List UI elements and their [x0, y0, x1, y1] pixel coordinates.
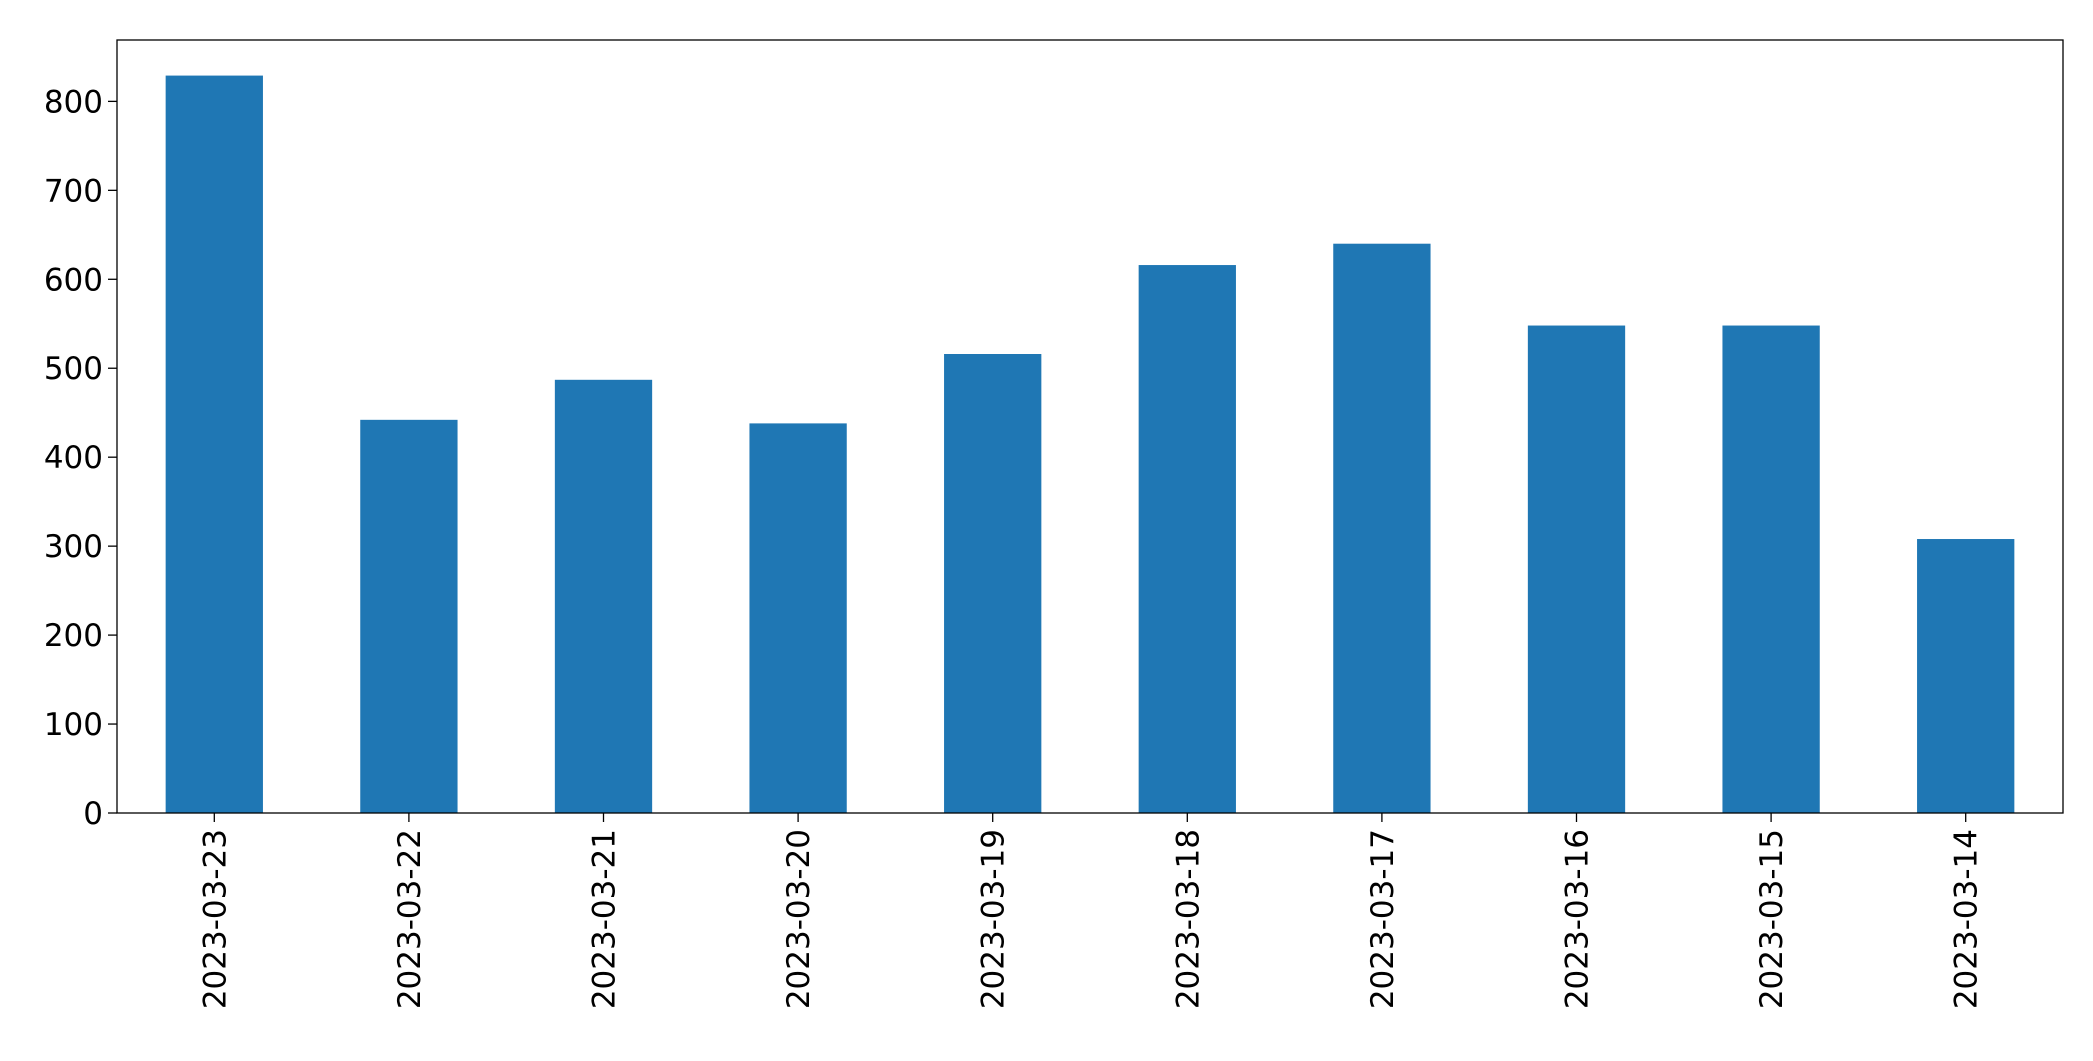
x-tick-label: 2023-03-18 [1170, 829, 1206, 1009]
y-tick-label: 100 [44, 707, 103, 743]
x-tick-label: 2023-03-20 [781, 829, 817, 1009]
x-tick-label: 2023-03-21 [587, 829, 623, 1009]
y-tick-label: 400 [44, 440, 103, 476]
x-tick-label: 2023-03-19 [976, 829, 1012, 1009]
bar [749, 423, 847, 813]
bar [944, 354, 1042, 813]
y-tick-label: 300 [44, 529, 103, 565]
y-tick-label: 200 [44, 618, 103, 654]
y-tick-label: 500 [44, 351, 103, 387]
x-tick-label: 2023-03-15 [1754, 829, 1790, 1009]
y-tick-label: 0 [83, 796, 103, 832]
bar [1917, 539, 2015, 813]
x-tick-label: 2023-03-16 [1560, 829, 1596, 1009]
bar [1722, 325, 1820, 813]
y-tick-label: 700 [44, 173, 103, 209]
plot-frame [116, 39, 2064, 814]
bar [360, 419, 458, 813]
x-tick-label: 2023-03-23 [197, 829, 233, 1009]
y-tick-label: 800 [44, 84, 103, 120]
bar [165, 75, 263, 814]
y-tick-label: 600 [44, 262, 103, 298]
bar [1333, 243, 1431, 813]
x-tick-label: 2023-03-22 [392, 829, 428, 1009]
bar [1138, 265, 1236, 813]
bar [554, 379, 653, 813]
bar [1527, 325, 1626, 813]
x-tick-label: 2023-03-17 [1365, 829, 1401, 1009]
x-tick-label: 2023-03-14 [1949, 829, 1985, 1009]
